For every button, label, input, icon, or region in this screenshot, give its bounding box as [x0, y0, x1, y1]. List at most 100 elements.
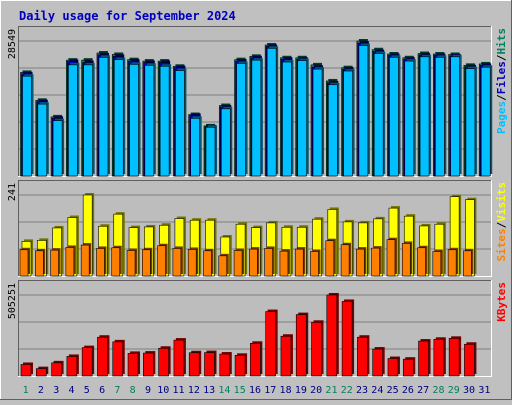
bar-pages-day-15-face: [236, 63, 246, 177]
panel-visits: 241 Sites/Visits: [7, 180, 508, 277]
panel-kbytes-bars: [20, 293, 477, 377]
day-label: 11: [173, 385, 185, 396]
bar-sites-day-12-face: [187, 249, 197, 277]
day-label: 4: [69, 385, 75, 396]
bar-pages-day-7-face: [113, 59, 124, 177]
chart-panels: 28549Pages/Files/Hits241Sites/Visits5052…: [7, 26, 508, 377]
bar-sites-day-14: [218, 253, 229, 277]
bar-pages-day-28: [435, 55, 447, 177]
bar-kbytes-day-6-face: [97, 336, 108, 377]
bar-sites-day-17: [264, 246, 275, 277]
bar-pages-day-9: [144, 63, 156, 177]
bar-sites-day-5: [80, 243, 92, 277]
bar-pages-day-1: [22, 74, 34, 177]
bar-pages-day-5-face: [83, 64, 93, 177]
bar-sites-day-2-face: [34, 250, 44, 277]
bar-sites-day-24: [371, 246, 382, 277]
bar-sites-day-20: [310, 249, 321, 277]
bar-pages-day-7: [113, 57, 126, 177]
day-label: 2: [38, 385, 44, 396]
bar-sites-day-8-face: [126, 250, 136, 277]
bar-sites-day-4: [65, 245, 76, 277]
day-label: 22: [341, 385, 353, 396]
day-label: 31: [478, 385, 490, 396]
bar-pages-day-22: [343, 69, 355, 177]
day-label: 1: [23, 385, 29, 396]
bar-kbytes-day-24: [372, 347, 385, 377]
bar-pages-day-8-face: [129, 64, 139, 177]
bar-kbytes-day-17-face: [265, 311, 276, 377]
bar-pages-day-12: [190, 116, 202, 177]
bar-sites-day-9: [142, 247, 153, 277]
bar-kbytes-day-23: [357, 335, 370, 377]
chart-title: Daily usage for September 2024: [19, 9, 236, 23]
bar-pages-day-25-face: [389, 57, 399, 177]
bar-kbytes-day-25: [387, 356, 400, 377]
bar-kbytes-day-29: [448, 336, 462, 377]
bar-sites-day-19: [294, 247, 306, 277]
bar-kbytes-day-16: [250, 341, 263, 377]
bar-pages-day-23-face: [358, 45, 369, 177]
day-label: 7: [114, 385, 120, 396]
legend-entry-visits: Visits: [495, 182, 508, 222]
bar-pages-day-18: [282, 60, 294, 177]
bar-kbytes-day-19-face: [295, 314, 307, 377]
bar-pages-day-29-face: [450, 56, 460, 177]
bar-kbytes-day-13-face: [204, 352, 215, 377]
bar-sites-day-14-face: [218, 255, 228, 277]
bar-sites-day-9-face: [142, 249, 151, 277]
bar-sites-day-24-face: [371, 247, 380, 277]
bar-sites-day-12: [187, 247, 199, 277]
day-label: 3: [53, 385, 59, 396]
legend-entry-hits: Hits: [495, 28, 508, 55]
bar-pages-day-20-face: [312, 68, 323, 177]
bar-sites-day-17-face: [264, 248, 273, 277]
bar-sites-day-3: [50, 248, 61, 277]
bar-sites-day-10: [157, 243, 168, 277]
bar-kbytes-day-7-face: [112, 341, 124, 377]
legend-entry-sep: /: [495, 94, 508, 101]
panel-hits-bars: [20, 39, 493, 177]
day-label: 12: [188, 385, 200, 396]
legend-entry-sep: /: [495, 54, 508, 61]
bar-pages-day-28-face: [435, 57, 445, 177]
panel-visits-bars: [19, 193, 477, 277]
bar-pages-day-3-face: [52, 120, 63, 177]
bar-pages-day-29: [450, 54, 462, 177]
bar-sites-day-27-face: [417, 247, 426, 277]
bar-sites-day-1: [19, 247, 30, 277]
bar-pages-day-27-face: [419, 56, 430, 177]
bar-sites-day-22-face: [340, 244, 350, 277]
bar-kbytes-day-17: [265, 309, 278, 377]
day-label: 28: [432, 385, 444, 396]
bar-kbytes-day-10-face: [158, 347, 169, 377]
bar-kbytes-day-26-face: [402, 358, 414, 377]
bar-sites-day-15: [233, 248, 245, 277]
bar-sites-day-2: [34, 248, 46, 277]
bar-pages-day-24: [373, 51, 386, 177]
bar-kbytes-day-15-face: [234, 355, 246, 377]
bar-pages-day-17: [266, 46, 279, 177]
bar-kbytes-day-4: [66, 354, 79, 377]
legend-entry-files: Files: [495, 61, 508, 94]
bar-sites-day-16: [249, 247, 260, 277]
bar-pages-day-24-face: [373, 53, 384, 177]
bar-pages-day-5: [83, 62, 95, 177]
bar-pages-day-22-face: [343, 70, 353, 177]
bar-kbytes-day-12: [188, 350, 202, 377]
bar-pages-day-6-face: [98, 57, 109, 177]
bar-pages-day-17-face: [266, 48, 277, 177]
day-label: 5: [84, 385, 90, 396]
bar-pages-day-21-face: [328, 84, 338, 177]
bar-kbytes-day-2: [35, 366, 49, 377]
day-label: 13: [203, 385, 215, 396]
bar-pages-day-30-face: [465, 68, 476, 177]
bar-pages-day-12-face: [190, 118, 200, 177]
bar-sites-day-11-face: [172, 248, 182, 277]
bar-kbytes-day-30-face: [464, 343, 475, 377]
bar-kbytes-day-19: [295, 312, 309, 377]
bar-pages-day-31-face: [480, 66, 491, 177]
day-label: 25: [387, 385, 399, 396]
